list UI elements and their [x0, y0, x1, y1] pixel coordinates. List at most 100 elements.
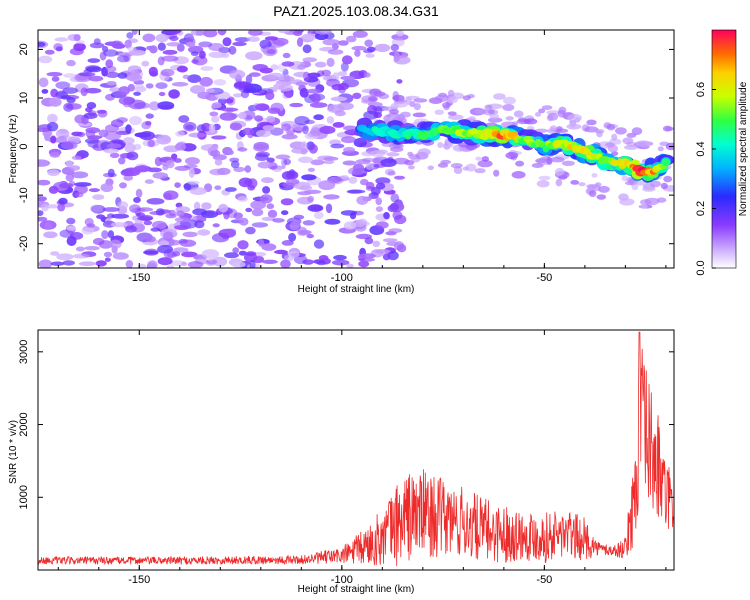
heatmap-noise-cell	[181, 251, 198, 258]
heatmap-noise-cell	[92, 237, 105, 246]
heatmap-noise-cell	[351, 45, 367, 51]
heatmap-noise-cell	[137, 216, 153, 221]
heatmap-noise-cell	[133, 91, 142, 96]
heatmap-halo-cell	[437, 142, 444, 148]
heatmap-noise-cell	[337, 71, 348, 77]
heatmap-halo-cell	[475, 156, 483, 161]
heatmap-halo-cell	[477, 159, 493, 168]
heatmap-noise-cell	[294, 115, 310, 126]
heatmap-noise-cell	[233, 212, 243, 220]
spectrogram-y-axis: -20 -10 0 10 20	[18, 43, 674, 252]
heatmap-noise-cell	[249, 72, 261, 77]
heatmap-halo-cell	[389, 109, 399, 115]
heatmap-noise-cell	[283, 158, 291, 165]
heatmap-noise-cell	[178, 115, 190, 123]
heatmap-noise-cell	[196, 124, 207, 133]
heatmap-noise-cell	[249, 259, 256, 268]
heatmap-noise-cell	[75, 246, 85, 252]
heatmap-noise-cell	[301, 174, 317, 181]
heatmap-noise-cell	[227, 150, 234, 155]
heatmap-noise-cell	[281, 123, 292, 131]
heatmap-noise-cell	[134, 165, 151, 173]
heatmap-noise-cell	[220, 107, 239, 112]
heatmap-noise-cell	[184, 157, 200, 165]
heatmap-halo-cell	[376, 92, 383, 98]
heatmap-noise-cell	[88, 188, 100, 193]
heatmap-noise-cell	[282, 52, 291, 59]
heatmap-noise-cell	[281, 210, 289, 216]
heatmap-noise-cell	[152, 220, 167, 230]
heatmap-noise-cell	[214, 185, 222, 190]
heatmap-halo-cell	[535, 158, 549, 164]
heatmap-noise-cell	[310, 127, 322, 137]
heatmap-noise-cell	[302, 57, 318, 63]
heatmap-noise-cell	[168, 209, 176, 217]
heatmap-noise-cell	[109, 239, 122, 249]
heatmap-halo-cell	[578, 182, 586, 187]
heatmap-noise-cell	[62, 260, 75, 266]
heatmap-noise-cell	[125, 260, 134, 268]
heatmap-noise-cell	[208, 123, 216, 133]
heatmap-noise-cell	[247, 36, 260, 42]
heatmap-noise-cell	[280, 259, 291, 268]
heatmap-halo-cell	[511, 171, 526, 179]
heatmap-noise-cell	[174, 225, 189, 230]
heatmap-noise-cell	[233, 80, 251, 90]
heatmap-noise-cell	[267, 72, 285, 79]
heatmap-halo-cell	[368, 96, 378, 102]
heatmap-noise-cell	[55, 128, 70, 139]
heatmap-noise-cell	[190, 85, 206, 94]
heatmap-halo-cell	[586, 184, 599, 189]
heatmap-noise-cell	[198, 41, 213, 48]
heatmap-noise-cell	[225, 98, 234, 104]
heatmap-noise-cell	[289, 221, 300, 231]
heatmap-halo-cell	[448, 114, 464, 120]
heatmap-halo-cell	[484, 104, 493, 110]
heatmap-halo-cell	[574, 117, 581, 123]
heatmap-noise-cell	[345, 35, 357, 43]
heatmap-noise-cell	[347, 189, 366, 194]
heatmap-halo-cell	[596, 194, 607, 200]
heatmap-halo-cell	[502, 104, 515, 111]
heatmap-noise-cell	[58, 197, 68, 205]
heatmap-noise-cell	[221, 53, 230, 58]
heatmap-noise-cell	[55, 91, 69, 99]
heatmap-noise-cell	[187, 261, 204, 268]
heatmap-noise-cell	[259, 194, 273, 204]
heatmap-noise-cell	[258, 238, 265, 247]
heatmap-noise-cell	[237, 196, 248, 202]
heatmap-noise-cell	[257, 161, 272, 169]
heatmap-noise-cell	[106, 143, 122, 149]
heatmap-noise-cell	[199, 50, 206, 59]
heatmap-noise-cell	[393, 51, 400, 62]
heatmap-noise-cell	[200, 66, 214, 71]
heatmap-noise-cell	[152, 172, 169, 179]
heatmap-noise-cell	[291, 148, 309, 154]
heatmap-noise-cell	[129, 204, 141, 214]
spectrogram-y-label: Frequency (Hz)	[8, 115, 19, 184]
heatmap-halo-cell	[399, 111, 411, 118]
heatmap-halo-cell	[503, 96, 516, 105]
heatmap-noise-cell	[299, 88, 309, 98]
heatmap-noise-cell	[38, 179, 51, 186]
snr-frame	[37, 329, 675, 571]
heatmap-halo-cell	[412, 112, 427, 118]
spectrogram-frame	[37, 29, 675, 269]
heatmap-noise-cell	[189, 187, 207, 196]
heatmap-noise-cell	[156, 134, 172, 145]
heatmap-noise-cell	[363, 72, 371, 78]
heatmap-noise-cell	[374, 43, 391, 53]
heatmap-noise-cell	[209, 111, 219, 117]
y-tick-label: 2000	[18, 412, 30, 436]
heatmap-noise-cell	[306, 88, 322, 94]
heatmap-noise-cell	[145, 113, 154, 119]
heatmap-noise-cell	[90, 204, 103, 213]
colorbar-tick-label: 0.6	[695, 82, 707, 97]
heatmap-noise-cell	[251, 222, 269, 228]
heatmap-noise-cell	[343, 146, 356, 153]
heatmap-noise-cell	[254, 153, 269, 161]
heatmap-halo-cell	[462, 95, 471, 101]
snr-x-axis: -150 -100 -50	[57, 330, 667, 586]
heatmap-noise-cell	[216, 167, 231, 175]
heatmap-noise-cell	[224, 252, 239, 259]
